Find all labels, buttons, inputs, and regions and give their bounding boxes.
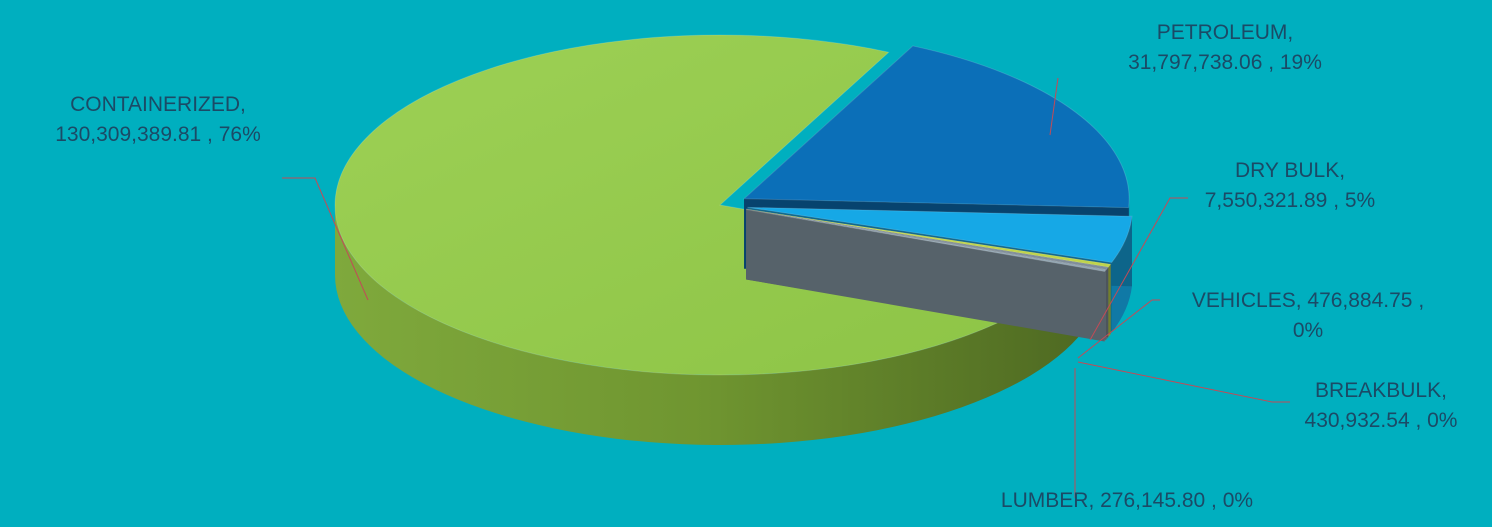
pie-slice-top-vehicles — [746, 208, 1112, 268]
data-label-containerized-value: 130,309,389.81 , 76% — [55, 123, 261, 146]
leader-lines — [282, 77, 1290, 498]
data-label-containerized-name: CONTAINERIZED, — [70, 93, 246, 116]
pie-slice-top-lumber — [746, 208, 1107, 273]
data-label-lumber-text: LUMBER, 276,145.80 , 0% — [1000, 489, 1254, 512]
data-label-dry-bulk: DRY BULK, 7,550,321.89 , 5% — [1170, 156, 1410, 216]
leader-line-breakbulk — [1077, 361, 1290, 403]
pie-slice-top-dry-bulk — [747, 206, 1133, 263]
leader-line-vehicles — [1077, 299, 1160, 359]
pie-slice-edge-lumber-1 — [746, 209, 1105, 342]
pie-slice-top-breakbulk — [746, 208, 1110, 271]
data-label-vehicles-value: 0% — [1292, 319, 1324, 342]
pie-slice-top-petroleum — [742, 45, 1130, 209]
pie-slice-lumber — [746, 208, 1107, 342]
data-label-lumber: LUMBER, 276,145.80 , 0% — [937, 486, 1317, 516]
data-label-breakbulk-name: BREAKBULK, — [1315, 379, 1447, 402]
data-label-breakbulk-value: 430,932.54 , 0% — [1304, 409, 1458, 432]
data-label-petroleum-name: PETROLEUM, — [1156, 21, 1294, 44]
leader-line-dry-bulk — [1089, 197, 1188, 341]
leader-line-petroleum — [1049, 77, 1059, 136]
pie-slice-side-containerized — [335, 205, 1079, 445]
slices-layer — [334, 34, 1133, 445]
data-label-vehicles-name: VEHICLES, 476,884.75 , — [1191, 289, 1425, 312]
data-label-petroleum-value: 31,797,738.06 , 19% — [1128, 51, 1322, 74]
data-label-containerized: CONTAINERIZED, 130,309,389.81 , 76% — [8, 90, 308, 150]
data-label-vehicles: VEHICLES, 476,884.75 , 0% — [1158, 286, 1458, 346]
data-label-petroleum: PETROLEUM, 31,797,738.06 , 19% — [1080, 18, 1370, 78]
data-label-breakbulk: BREAKBULK, 430,932.54 , 0% — [1276, 376, 1486, 436]
data-label-dry-bulk-value: 7,550,321.89 , 5% — [1204, 189, 1376, 212]
leader-line-containerized — [282, 177, 369, 301]
data-label-dry-bulk-name: DRY BULK, — [1234, 159, 1346, 182]
